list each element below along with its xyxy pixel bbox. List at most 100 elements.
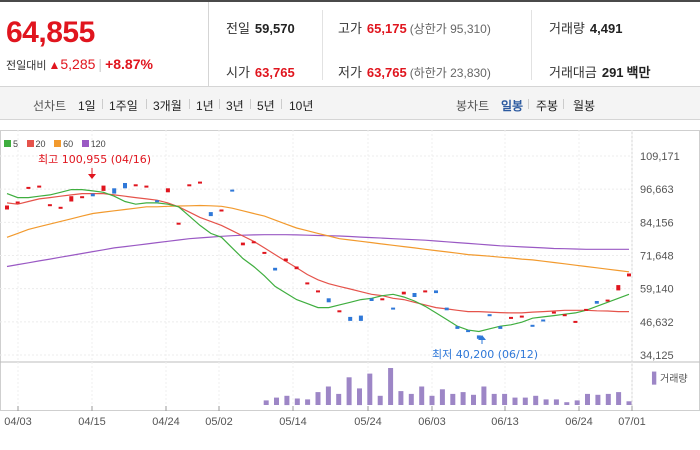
- trade-amount: 거래대금 291 백만: [549, 62, 650, 81]
- legend-ma5-label: 5: [13, 139, 19, 149]
- volume-bar: [616, 392, 622, 405]
- candle: [208, 212, 213, 217]
- daily-candle-button[interactable]: 일봉: [501, 99, 524, 113]
- open-price: 시가 63,765: [226, 62, 295, 81]
- period-1w-button[interactable]: 1주일: [109, 99, 138, 113]
- chart-grid: [0, 130, 700, 411]
- annotations: 최고 100,955 (04/16) 최저 40,200 (06/12): [38, 153, 538, 361]
- y-tick-label: 34,125: [640, 350, 674, 362]
- volume-bar: [367, 373, 373, 405]
- legend-ma20-label: 20: [35, 139, 46, 149]
- candle: [594, 301, 599, 304]
- period-5y-button[interactable]: 5년: [257, 99, 275, 113]
- volume-bar: [429, 395, 435, 406]
- candle: [47, 204, 52, 207]
- change-label: 전일대비: [6, 60, 47, 72]
- ma60-line: [6, 204, 630, 273]
- price-chart[interactable]: 109,171 96,663 84,156 71,648 59,140 46,632 34,…: [0, 130, 700, 450]
- up-triangle-icon: ▲: [48, 58, 61, 72]
- candle: [487, 314, 492, 317]
- weekly-candle-button[interactable]: 주봉: [536, 99, 559, 113]
- ma5-line: [6, 188, 630, 333]
- volume-bar: [439, 389, 445, 405]
- candle: [444, 307, 449, 311]
- candle: [423, 290, 428, 293]
- axis-labels: 109,171 96,663 84,156 71,648 59,140 46,632 34,…: [4, 151, 687, 428]
- volume-legend-label: 거래량: [660, 373, 688, 385]
- toolbar-separator: [528, 99, 529, 109]
- volume-bar: [626, 401, 632, 405]
- amount-unit: 백만: [626, 65, 651, 80]
- legend-ma120: 120: [81, 139, 106, 149]
- candle: [283, 258, 288, 262]
- chart-toolbar: 선차트 1일 1주일 3개월 1년 3년 5년 10년 봉차트 일봉 주봉 월봉: [0, 87, 700, 120]
- upper-limit: (상한가 95,310): [409, 22, 491, 36]
- divider: [531, 10, 532, 80]
- volume-bar: [533, 395, 539, 406]
- candle: [69, 196, 74, 202]
- amount-label: 거래대금: [549, 65, 597, 80]
- low-value: 63,765: [366, 65, 407, 80]
- period-1d-button[interactable]: 1일: [78, 99, 96, 113]
- volume-bar: [388, 368, 394, 405]
- candle: [240, 242, 245, 246]
- volume-bar: [305, 399, 311, 405]
- candle: [123, 183, 127, 189]
- legend-ma5: 5: [4, 139, 18, 149]
- divider: [322, 10, 323, 80]
- amount-value: 291: [601, 65, 624, 80]
- x-tick-label: 06/13: [491, 416, 519, 428]
- candle: [434, 290, 438, 294]
- change-row: 전일대비 ▲5,285 | +8.87%: [6, 56, 153, 73]
- volume-bar: [263, 400, 269, 405]
- candle: [26, 186, 31, 189]
- volume-bar: [325, 386, 331, 405]
- candle: [262, 251, 267, 254]
- y-tick-label: 59,140: [640, 284, 674, 296]
- x-tick-label: 05/14: [279, 416, 307, 428]
- legend-swatch-ma120: [81, 140, 89, 147]
- y-tick-label: 71,648: [640, 251, 674, 263]
- x-tick-label: 06/03: [418, 416, 446, 428]
- candle-chart-label: 봉차트: [456, 99, 490, 113]
- volume-bar: [377, 395, 383, 406]
- volume-bar: [595, 394, 601, 405]
- prev-close-label: 전일: [226, 21, 250, 36]
- candle: [584, 308, 589, 311]
- ma-legend: 5 20 60 120: [4, 139, 112, 149]
- volume-bar: [357, 388, 362, 406]
- candle: [605, 299, 610, 302]
- volume-bar: [471, 394, 476, 405]
- candle: [58, 206, 63, 209]
- toolbar-separator: [250, 99, 251, 109]
- legend-ma120-label: 120: [90, 139, 106, 149]
- volume-bar: [315, 392, 321, 405]
- candle: [187, 184, 192, 187]
- y-tick-label: 84,156: [640, 217, 674, 229]
- moving-average-lines: [6, 188, 630, 333]
- legend-ma20: 20: [26, 139, 46, 149]
- monthly-candle-button[interactable]: 월봉: [573, 99, 596, 113]
- prev-close-value: 59,570: [254, 21, 295, 36]
- candle: [358, 315, 363, 321]
- period-1y-button[interactable]: 1년: [196, 99, 214, 113]
- candle: [198, 181, 202, 184]
- toolbar-separator: [563, 99, 564, 109]
- candle: [616, 285, 621, 291]
- candle: [627, 273, 631, 277]
- x-tick-label: 04/15: [78, 416, 106, 428]
- period-3m-button[interactable]: 3개월: [153, 99, 182, 113]
- y-tick-label: 109,171: [640, 151, 680, 163]
- volume-bar: [481, 386, 487, 405]
- x-tick-label: 05/24: [354, 416, 382, 428]
- ma20-line: [6, 192, 629, 314]
- candle: [519, 315, 524, 318]
- period-10y-button[interactable]: 10년: [289, 99, 314, 113]
- candle: [144, 185, 149, 188]
- change-percent: +8.87%: [105, 56, 153, 72]
- period-3y-button[interactable]: 3년: [226, 99, 244, 113]
- current-price: 64,855: [6, 16, 95, 49]
- volume-bar: [522, 397, 528, 405]
- legend-swatch-ma60: [54, 140, 62, 147]
- lower-limit: (하한가 23,830): [409, 66, 491, 80]
